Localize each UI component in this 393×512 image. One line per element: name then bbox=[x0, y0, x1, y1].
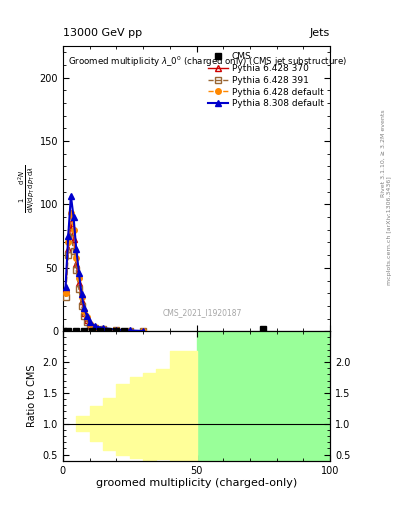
Pythia 6.428 370 bbox=[71, 236, 76, 242]
Pythia 6.428 default bbox=[87, 321, 92, 327]
Pythia 6.428 default bbox=[141, 328, 145, 334]
Pythia 6.428 370 bbox=[141, 328, 145, 334]
Pythia 6.428 391 bbox=[82, 313, 86, 319]
Pythia 8.308 default bbox=[79, 291, 84, 297]
Pythia 6.428 391 bbox=[66, 252, 71, 258]
Pythia 6.428 391 bbox=[79, 303, 84, 309]
Pythia 6.428 default bbox=[74, 254, 79, 261]
CMS bbox=[66, 328, 71, 334]
Pythia 6.428 370 bbox=[66, 246, 71, 252]
Pythia 6.428 391 bbox=[101, 326, 105, 332]
Pythia 6.428 391 bbox=[127, 328, 132, 334]
Text: Rivet 3.1.10, ≥ 3.2M events: Rivet 3.1.10, ≥ 3.2M events bbox=[381, 110, 386, 198]
Pythia 6.428 default bbox=[68, 210, 73, 217]
Pythia 6.428 370 bbox=[114, 327, 119, 333]
Pythia 6.428 default bbox=[63, 290, 68, 296]
Pythia 6.428 default bbox=[114, 327, 119, 333]
CMS bbox=[90, 328, 95, 334]
Pythia 6.428 370 bbox=[79, 297, 84, 304]
Pythia 6.428 391 bbox=[141, 328, 145, 334]
Pythia 8.308 default bbox=[114, 327, 119, 333]
Legend: CMS, Pythia 6.428 370, Pythia 6.428 391, Pythia 6.428 default, Pythia 8.308 defa: CMS, Pythia 6.428 370, Pythia 6.428 391,… bbox=[207, 51, 326, 110]
Line: Pythia 8.308 default: Pythia 8.308 default bbox=[63, 193, 146, 334]
Y-axis label: $\frac{1}{\mathrm{d}N / \mathrm{d}p_\mathrm{T}} \frac{\mathrm{d}^2N}{\mathrm{d}p: $\frac{1}{\mathrm{d}N / \mathrm{d}p_\mat… bbox=[16, 165, 37, 212]
Pythia 6.428 default bbox=[101, 326, 105, 332]
Line: Pythia 6.428 default: Pythia 6.428 default bbox=[63, 210, 146, 334]
Pythia 6.428 default bbox=[93, 324, 97, 330]
Pythia 6.428 370 bbox=[127, 328, 132, 334]
Pythia 6.428 391 bbox=[71, 248, 76, 254]
Pythia 6.428 391 bbox=[74, 267, 79, 273]
Text: Jets: Jets bbox=[310, 28, 330, 38]
Pythia 6.428 391 bbox=[114, 327, 119, 333]
Pythia 8.308 default bbox=[84, 313, 89, 319]
Pythia 6.428 370 bbox=[77, 280, 81, 286]
Pythia 8.308 default bbox=[127, 327, 132, 333]
Pythia 6.428 370 bbox=[87, 322, 92, 328]
Pythia 6.428 default bbox=[84, 314, 89, 321]
Pythia 6.428 default bbox=[82, 308, 86, 314]
CMS bbox=[61, 328, 65, 334]
Pythia 6.428 default bbox=[79, 294, 84, 300]
Line: Pythia 6.428 391: Pythia 6.428 391 bbox=[63, 229, 146, 334]
Text: CMS_2021_I1920187: CMS_2021_I1920187 bbox=[162, 308, 242, 317]
Pythia 6.428 default bbox=[66, 240, 71, 246]
Pythia 6.428 391 bbox=[84, 318, 89, 325]
Pythia 6.428 370 bbox=[101, 326, 105, 332]
Pythia 8.308 default bbox=[66, 233, 71, 239]
Pythia 8.308 default bbox=[68, 193, 73, 199]
Pythia 6.428 370 bbox=[74, 261, 79, 267]
CMS bbox=[122, 328, 127, 334]
CMS bbox=[82, 328, 86, 334]
X-axis label: groomed multiplicity (charged-only): groomed multiplicity (charged-only) bbox=[96, 478, 297, 488]
Pythia 6.428 default bbox=[77, 275, 81, 281]
Pythia 8.308 default bbox=[93, 323, 97, 329]
Pythia 8.308 default bbox=[87, 319, 92, 326]
Pythia 8.308 default bbox=[77, 270, 81, 276]
Pythia 8.308 default bbox=[141, 328, 145, 334]
Pythia 6.428 370 bbox=[82, 310, 86, 316]
Pythia 6.428 391 bbox=[93, 325, 97, 331]
Pythia 8.308 default bbox=[71, 214, 76, 220]
Text: 13000 GeV pp: 13000 GeV pp bbox=[63, 28, 142, 38]
CMS bbox=[114, 328, 119, 334]
Pythia 6.428 370 bbox=[93, 324, 97, 330]
Pythia 6.428 391 bbox=[68, 229, 73, 236]
CMS bbox=[261, 326, 266, 332]
Pythia 6.428 391 bbox=[77, 286, 81, 292]
Pythia 6.428 default bbox=[127, 328, 132, 334]
Y-axis label: Ratio to CMS: Ratio to CMS bbox=[27, 365, 37, 427]
Text: mcplots.cern.ch [arXiv:1306.3436]: mcplots.cern.ch [arXiv:1306.3436] bbox=[387, 176, 392, 285]
CMS bbox=[74, 328, 79, 334]
Pythia 8.308 default bbox=[82, 305, 86, 311]
Pythia 6.428 370 bbox=[63, 286, 68, 292]
Pythia 6.428 391 bbox=[63, 294, 68, 300]
Pythia 6.428 370 bbox=[68, 220, 73, 226]
CMS bbox=[98, 328, 103, 334]
Pythia 8.308 default bbox=[63, 284, 68, 290]
CMS bbox=[106, 328, 111, 334]
Pythia 6.428 391 bbox=[87, 323, 92, 329]
Pythia 6.428 370 bbox=[84, 317, 89, 323]
Pythia 6.428 default bbox=[71, 227, 76, 233]
Pythia 8.308 default bbox=[101, 325, 105, 331]
Pythia 8.308 default bbox=[74, 246, 79, 252]
Text: Groomed multiplicity $\lambda\_0^0$ (charged only) (CMS jet substructure): Groomed multiplicity $\lambda\_0^0$ (cha… bbox=[68, 55, 347, 69]
Line: CMS: CMS bbox=[60, 326, 266, 334]
Line: Pythia 6.428 370: Pythia 6.428 370 bbox=[63, 221, 146, 334]
